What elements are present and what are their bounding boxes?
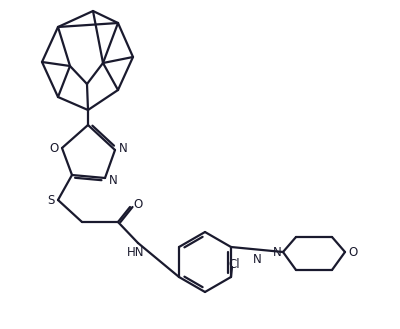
Text: N: N — [109, 174, 117, 188]
Text: Cl: Cl — [228, 259, 240, 271]
Text: N: N — [253, 253, 261, 266]
Text: HN: HN — [127, 246, 145, 260]
Text: O: O — [133, 197, 143, 211]
Text: N: N — [119, 141, 127, 155]
Text: O: O — [49, 141, 59, 155]
Text: O: O — [348, 245, 358, 259]
Text: S: S — [47, 194, 55, 208]
Text: N: N — [273, 245, 281, 259]
